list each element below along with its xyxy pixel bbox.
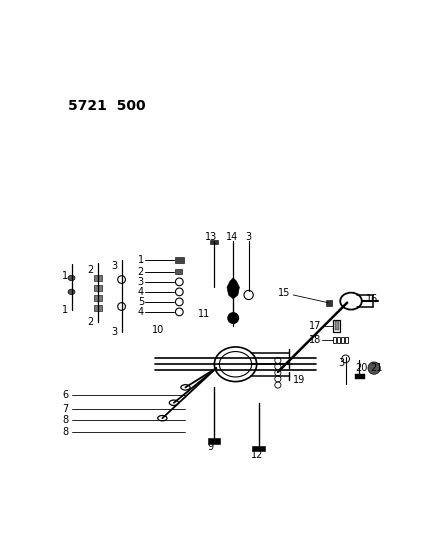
Text: 3: 3 (246, 232, 252, 242)
Text: 8: 8 (62, 427, 68, 437)
Bar (94, 305, 102, 311)
Text: 2: 2 (87, 264, 93, 274)
Text: 7: 7 (62, 404, 68, 414)
Text: 10: 10 (152, 325, 164, 335)
Text: 3: 3 (112, 327, 118, 337)
Text: 2: 2 (138, 267, 144, 277)
Text: 13: 13 (205, 232, 217, 242)
Text: 9: 9 (207, 442, 213, 451)
Text: 5: 5 (138, 297, 144, 307)
Text: 4: 4 (138, 307, 144, 317)
Ellipse shape (68, 289, 75, 295)
Text: 12: 12 (251, 450, 263, 460)
Bar (94, 275, 102, 281)
Bar (335, 321, 339, 330)
Bar (94, 285, 102, 291)
Text: 3: 3 (112, 262, 118, 271)
Bar (337, 336, 340, 343)
Text: 3: 3 (338, 358, 344, 368)
Bar (253, 446, 265, 451)
Text: 4: 4 (138, 287, 144, 297)
Bar (355, 374, 365, 379)
Text: 18: 18 (309, 335, 321, 345)
Text: 14: 14 (226, 232, 238, 242)
Text: 16: 16 (366, 294, 379, 304)
Text: 11: 11 (198, 309, 210, 319)
Ellipse shape (68, 276, 75, 281)
Polygon shape (227, 278, 239, 299)
Circle shape (368, 362, 380, 374)
Bar (175, 269, 182, 274)
Text: 1: 1 (62, 305, 68, 316)
Text: 1: 1 (138, 255, 144, 265)
Bar (327, 300, 332, 306)
Bar (94, 295, 102, 301)
Text: 20: 20 (355, 363, 367, 373)
Bar (208, 438, 220, 443)
Bar (175, 257, 184, 263)
Text: 2: 2 (87, 317, 93, 327)
Bar (210, 239, 218, 244)
Text: 21: 21 (370, 363, 383, 373)
Bar (333, 320, 340, 332)
Bar (333, 336, 336, 343)
Bar (341, 336, 344, 343)
Text: 19: 19 (293, 375, 306, 385)
Text: 5721  500: 5721 500 (68, 99, 146, 114)
Text: 8: 8 (62, 415, 68, 425)
Text: 17: 17 (309, 321, 321, 331)
Text: 1: 1 (62, 271, 68, 281)
Circle shape (228, 313, 238, 324)
Text: 6: 6 (62, 390, 68, 400)
Bar (345, 336, 348, 343)
Text: 15: 15 (278, 288, 290, 298)
Text: 3: 3 (138, 277, 144, 287)
